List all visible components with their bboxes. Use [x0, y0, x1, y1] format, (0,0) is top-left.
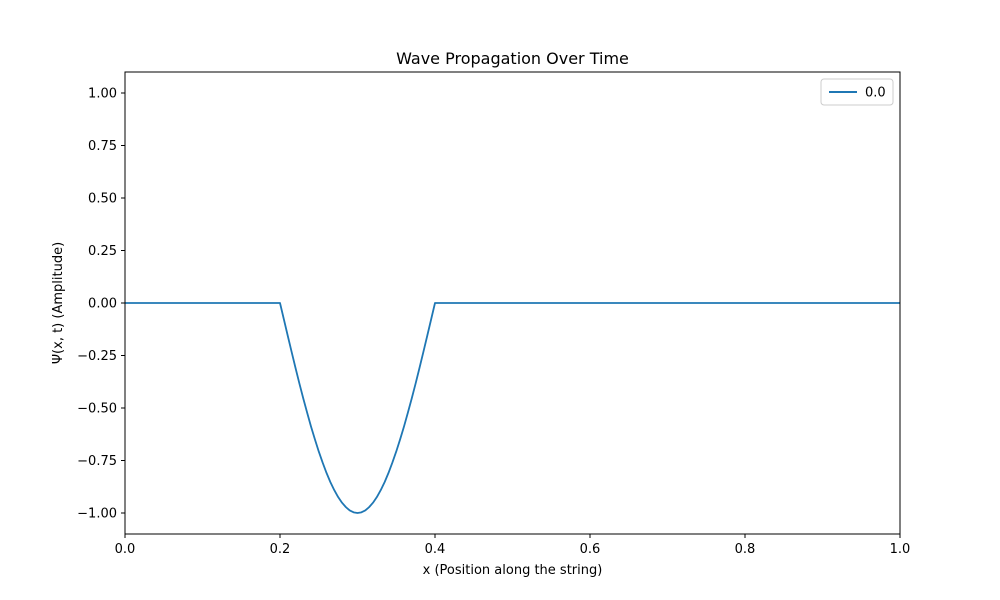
plot-area: [124, 71, 901, 535]
series-layer: [125, 302, 900, 514]
legend-series-label: 0.0: [865, 86, 886, 101]
y-tick-label: 0.75: [88, 139, 117, 154]
x-axis-ticks: 0.0 0.2 0.4 0.6 0.8 1.0: [115, 534, 911, 557]
y-tick-label: 0.25: [88, 244, 117, 259]
x-tick-label: 0.4: [425, 542, 446, 557]
chart-title: Wave Propagation Over Time: [396, 49, 629, 68]
x-tick-label: 0.6: [580, 542, 601, 557]
y-tick-label: −0.25: [77, 349, 117, 364]
y-axis-label: Ψ(x, t) (Amplitude): [51, 242, 66, 364]
y-tick-label: −1.00: [77, 507, 117, 522]
x-tick-label: 1.0: [890, 542, 911, 557]
legend: 0.0: [820, 78, 894, 106]
series-line-0: [125, 302, 900, 514]
y-axis-ticks: 1.00 0.75 0.50 0.25 0.00 −0.25 −0.50 −0.75 −1.00: [77, 87, 125, 522]
x-tick-label: 0.2: [270, 542, 291, 557]
x-axis-label: x (Position along the string): [423, 563, 603, 578]
x-tick-label: 0.8: [735, 542, 756, 557]
y-tick-label: −0.75: [77, 454, 117, 469]
y-tick-label: −0.50: [77, 402, 117, 417]
y-tick-label: 0.50: [88, 192, 117, 207]
x-tick-label: 0.0: [115, 542, 136, 557]
y-tick-label: 1.00: [88, 87, 117, 102]
y-tick-label: 0.00: [88, 297, 117, 312]
